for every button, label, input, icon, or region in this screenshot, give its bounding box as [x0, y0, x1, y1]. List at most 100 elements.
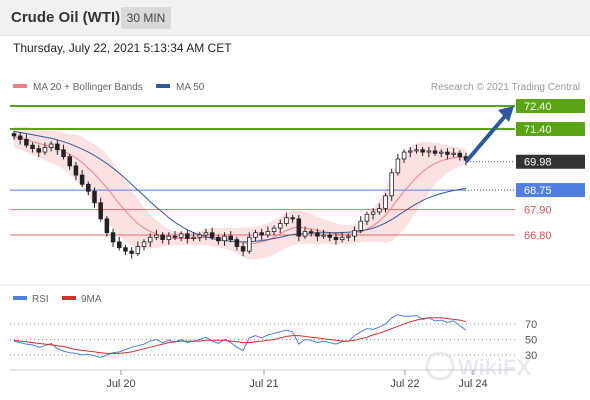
candle-body	[240, 246, 246, 252]
watermark-text: WikiFX	[458, 355, 531, 380]
candle-body	[321, 234, 326, 237]
candle-body	[284, 217, 289, 224]
candle-body	[98, 202, 103, 220]
legend-swatch	[13, 296, 27, 300]
candle-body	[104, 218, 110, 234]
interval-button[interactable]: 30 MIN	[121, 7, 171, 29]
candle-body	[395, 158, 401, 174]
candle-body	[185, 233, 190, 239]
candle-body	[160, 234, 165, 241]
resistance-label: 71.40	[524, 124, 552, 136]
candle-body	[377, 208, 382, 213]
x-tick-label: Jul 24	[458, 378, 487, 390]
candle-body	[253, 232, 258, 238]
candle-body	[383, 195, 388, 209]
price-legend: MA 20 + Bollinger Bands MA 50	[13, 82, 205, 93]
legend-label: RSI	[32, 294, 49, 305]
candle-body	[352, 229, 357, 237]
candle-body	[154, 234, 159, 238]
forecast-shaft	[464, 113, 508, 164]
last-price-tag	[516, 154, 585, 169]
rsi-ma9-line	[13, 317, 467, 354]
rsi-tick-label: 50	[525, 335, 537, 347]
support-label: 66.80	[524, 230, 552, 242]
candle-body	[24, 139, 29, 146]
candle-body	[234, 239, 240, 247]
candle-body	[364, 213, 370, 222]
candle-body	[290, 217, 295, 220]
candle-body	[92, 190, 97, 204]
legend-label: MA 20 + Bollinger Bands	[33, 82, 143, 93]
candle-body	[172, 235, 178, 238]
candle-body	[191, 236, 196, 239]
legend-label: MA 50	[176, 82, 205, 93]
candle-body	[110, 232, 116, 243]
candle-body	[36, 148, 42, 153]
rsi-tick-label: 70	[525, 319, 537, 331]
forecast-head	[498, 106, 514, 122]
candle-body	[141, 241, 147, 247]
candle-body	[166, 235, 172, 241]
candle-body	[67, 156, 72, 167]
x-tick-label: Jul 22	[390, 378, 419, 390]
candle-body	[48, 143, 54, 148]
candle-body	[222, 235, 227, 242]
watermark: WikiFX	[425, 351, 531, 381]
candle-body	[414, 149, 419, 152]
candle-body	[432, 150, 438, 154]
rsi-lines	[13, 314, 467, 358]
candle-body	[203, 232, 209, 236]
candle-body	[178, 233, 184, 238]
rsi-tick-label: 30	[525, 350, 537, 362]
pivot-label: 68.75	[524, 185, 552, 197]
candle-body	[296, 218, 302, 237]
candle-body	[216, 236, 221, 242]
candle-body	[265, 231, 271, 236]
candle-body	[445, 151, 450, 155]
candle-body	[426, 150, 432, 153]
level-labels: 72.40 71.40 69.98 68.75 67.90 66.80	[516, 99, 585, 242]
candle-body	[327, 234, 333, 238]
x-tick-label: Jul 20	[106, 378, 135, 390]
candle-body	[339, 236, 345, 241]
candle-body	[209, 232, 215, 238]
candle-body	[123, 247, 128, 252]
legend-swatch	[62, 296, 76, 300]
candle-body	[333, 236, 339, 241]
candle-body	[451, 152, 456, 155]
candle-body	[277, 223, 283, 229]
rsi-line	[13, 314, 467, 358]
candle-body	[408, 150, 413, 153]
candle-body	[247, 236, 252, 252]
x-axis: Jul 20 Jul 21 Jul 22 Jul 24	[106, 370, 488, 390]
candle-body	[129, 250, 134, 254]
candle-body	[86, 183, 91, 192]
candle-body	[79, 174, 85, 185]
resistance-label: 72.40	[524, 101, 552, 113]
legend-label: 9MA	[81, 294, 102, 305]
candle-body	[302, 231, 308, 237]
candle-body	[73, 165, 79, 176]
candle-body	[401, 151, 407, 160]
candle-body	[30, 144, 35, 150]
candle-body	[228, 235, 233, 241]
candles	[11, 130, 469, 259]
candle-body	[389, 172, 394, 197]
candle-body	[135, 246, 141, 254]
legend-swatch	[13, 84, 27, 88]
legend-swatch	[156, 84, 170, 88]
instrument-title: Crude Oil (WTI)	[11, 9, 121, 26]
forecast-arrow	[464, 106, 514, 164]
rsi-legend: RSI 9MA	[13, 294, 102, 305]
moving-averages	[13, 130, 467, 245]
x-tick-label: Jul 21	[249, 378, 278, 390]
rsi-grid: 70 50 30	[10, 319, 537, 362]
chart-header: Crude Oil (WTI) 30 MIN	[0, 0, 590, 36]
candle-body	[271, 227, 277, 232]
candle-body	[457, 152, 463, 158]
candle-body	[438, 151, 444, 154]
candle-body	[259, 232, 264, 236]
candle-body	[370, 211, 376, 215]
candle-body	[61, 149, 66, 158]
